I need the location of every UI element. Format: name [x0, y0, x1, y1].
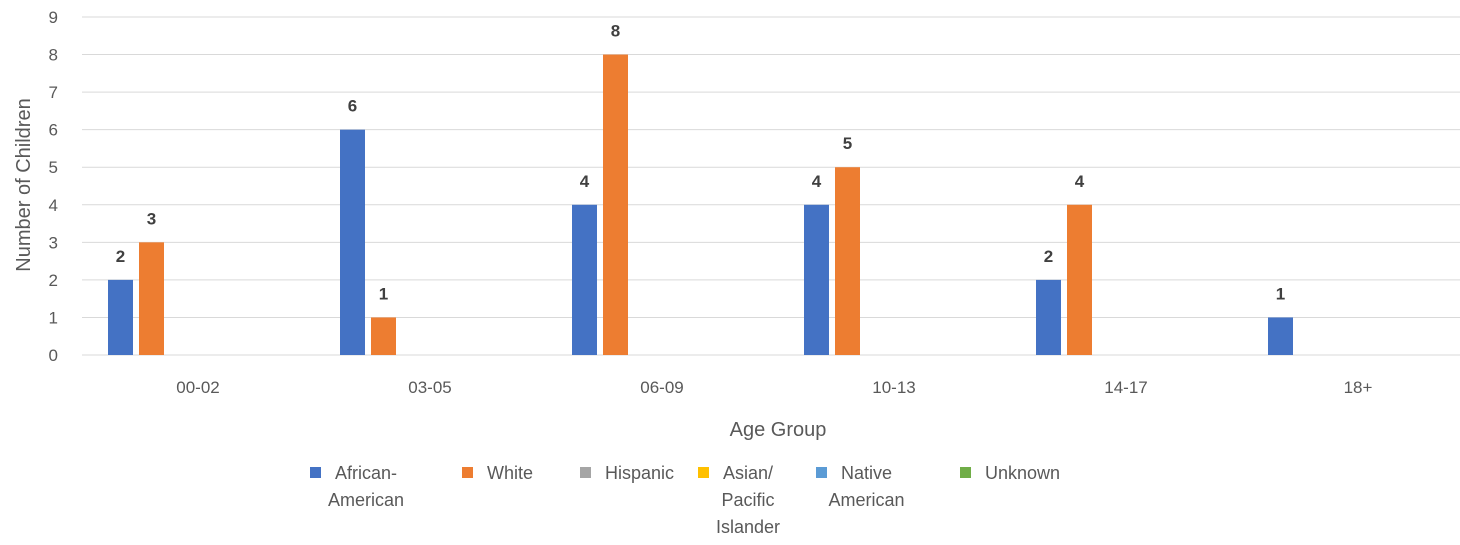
x-axis-ticks: 00-02 03-05 06-09 10-13 14-17 18+	[176, 378, 1372, 397]
data-label: 2	[1044, 247, 1053, 266]
x-tick-label: 18+	[1344, 378, 1373, 397]
legend-label: American	[829, 490, 905, 510]
bar	[835, 167, 860, 355]
y-tick-label: 7	[49, 83, 58, 102]
data-label: 8	[611, 22, 620, 41]
data-label: 1	[1276, 284, 1285, 303]
legend-label: Pacific	[722, 490, 775, 510]
legend-label: African-	[335, 463, 397, 483]
legend-item: Native American	[816, 463, 905, 510]
data-label: 4	[812, 172, 822, 191]
legend-swatch	[960, 467, 971, 478]
x-tick-label: 06-09	[640, 378, 683, 397]
bars	[108, 54, 1293, 356]
legend-swatch	[580, 467, 591, 478]
data-label: 4	[1075, 172, 1085, 191]
bar	[804, 204, 829, 355]
data-label: 3	[147, 209, 156, 228]
bar	[340, 129, 365, 355]
data-label: 6	[348, 97, 357, 116]
y-tick-label: 3	[49, 233, 58, 252]
legend-label: American	[328, 490, 404, 510]
y-tick-label: 8	[49, 46, 58, 65]
bar	[1067, 204, 1092, 355]
legend-swatch	[310, 467, 321, 478]
data-label: 5	[843, 134, 852, 153]
data-label: 1	[379, 284, 388, 303]
bar	[1036, 279, 1061, 355]
y-axis-ticks: 0 1 2 3 4 5 6 7 8 9	[49, 8, 58, 365]
legend-label: White	[487, 463, 533, 483]
y-tick-label: 1	[49, 308, 58, 327]
x-tick-label: 14-17	[1104, 378, 1147, 397]
legend-item: African- American	[310, 463, 404, 510]
y-tick-label: 4	[49, 196, 58, 215]
y-tick-label: 5	[49, 158, 58, 177]
data-label: 2	[116, 247, 125, 266]
x-tick-label: 03-05	[408, 378, 451, 397]
legend-label: Native	[841, 463, 892, 483]
legend-swatch	[698, 467, 709, 478]
y-axis-title: Number of Children	[13, 98, 35, 271]
bar	[603, 54, 628, 356]
legend: African- American White Hispanic Asian/Pacif…	[310, 463, 1060, 537]
bar	[572, 204, 597, 355]
x-tick-label: 00-02	[176, 378, 219, 397]
x-tick-label: 10-13	[872, 378, 915, 397]
legend-item: White	[462, 463, 533, 483]
bar	[139, 242, 164, 355]
y-tick-label: 0	[49, 346, 58, 365]
gridlines	[82, 16, 1460, 356]
bar	[108, 279, 133, 355]
legend-swatch	[816, 467, 827, 478]
legend-item: Asian/Pacific Islander	[698, 463, 780, 537]
bar	[371, 317, 396, 355]
y-tick-label: 2	[49, 271, 58, 290]
data-labels: 2 3 6 1 4 8 4 5 2 4 1	[116, 22, 1285, 304]
y-tick-label: 9	[49, 8, 58, 27]
y-tick-label: 6	[49, 121, 58, 140]
legend-item: Hispanic	[580, 463, 674, 483]
data-label: 4	[580, 172, 590, 191]
x-axis-title: Age Group	[730, 419, 827, 441]
legend-item: Unknown	[960, 463, 1060, 483]
legend-label: Islander	[716, 517, 780, 537]
legend-label: Asian/	[723, 463, 773, 483]
legend-swatch	[462, 467, 473, 478]
legend-label: Hispanic	[605, 463, 674, 483]
bar	[1268, 317, 1293, 355]
legend-label: Unknown	[985, 463, 1060, 483]
